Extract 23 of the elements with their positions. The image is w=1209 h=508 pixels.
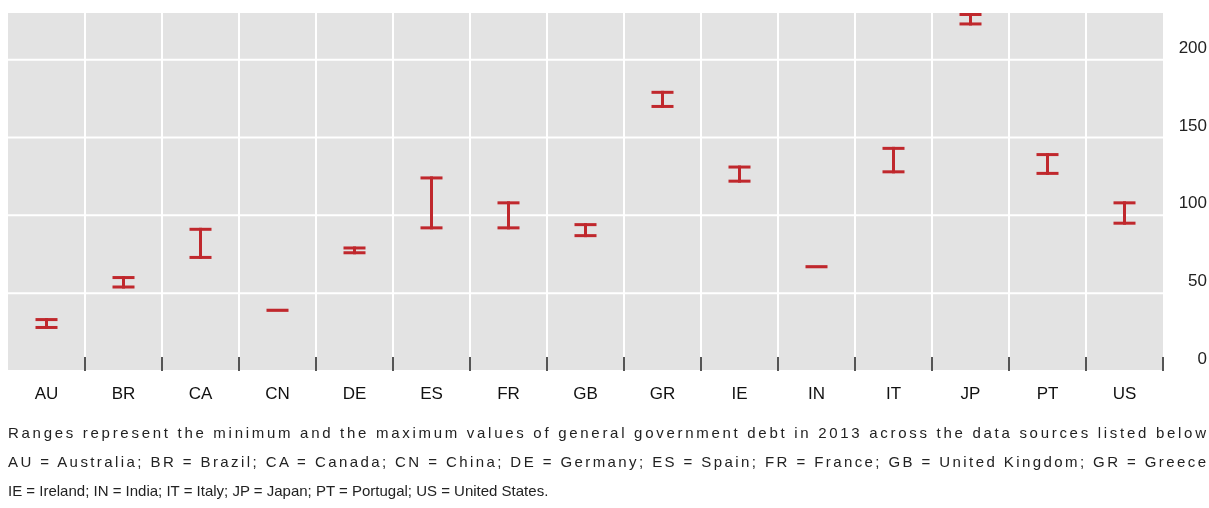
- x-tick-label: US: [1112, 384, 1137, 403]
- text: IE = Ireland; IN = India; IT = Italy; JP = Japan; PT = Portugal; US = United States.: [8, 482, 549, 499]
- x-tick-label: IN: [808, 384, 825, 403]
- x-tick-label: DE: [342, 384, 367, 403]
- text: AU = Australia; BR = Brazil; CA = Canada; CN = China; DE = Germany; ES = Spain; FR = France; GB = United Kingdom; GR = Greece: [8, 453, 1206, 470]
- x-tick-label: GB: [573, 384, 598, 403]
- y-tick-label: 100: [1178, 193, 1207, 213]
- y-tick-label: 200: [1178, 37, 1207, 57]
- x-tick-label: GR: [649, 384, 676, 403]
- x-tick-label: CA: [188, 384, 213, 403]
- y-tick-label: 50: [1188, 271, 1207, 291]
- x-tick-label: FR: [497, 384, 520, 403]
- x-tick-label: BR: [111, 384, 136, 403]
- x-tick-label: ES: [420, 384, 443, 403]
- y-tick-label: 0: [1197, 349, 1207, 368]
- text: Ranges represent the minimum and the maximum values of general government debt in 2013 across the data sources listed below: [8, 424, 1207, 441]
- x-tick-label: IT: [885, 384, 902, 403]
- x-tick-label: PT: [1036, 384, 1059, 403]
- y-tick-label: 150: [1178, 115, 1207, 135]
- x-tick-label: AU: [34, 384, 59, 403]
- x-tick-label: JP: [960, 384, 981, 403]
- x-tick-label: CN: [265, 384, 290, 403]
- x-tick-label: IE: [731, 384, 748, 403]
